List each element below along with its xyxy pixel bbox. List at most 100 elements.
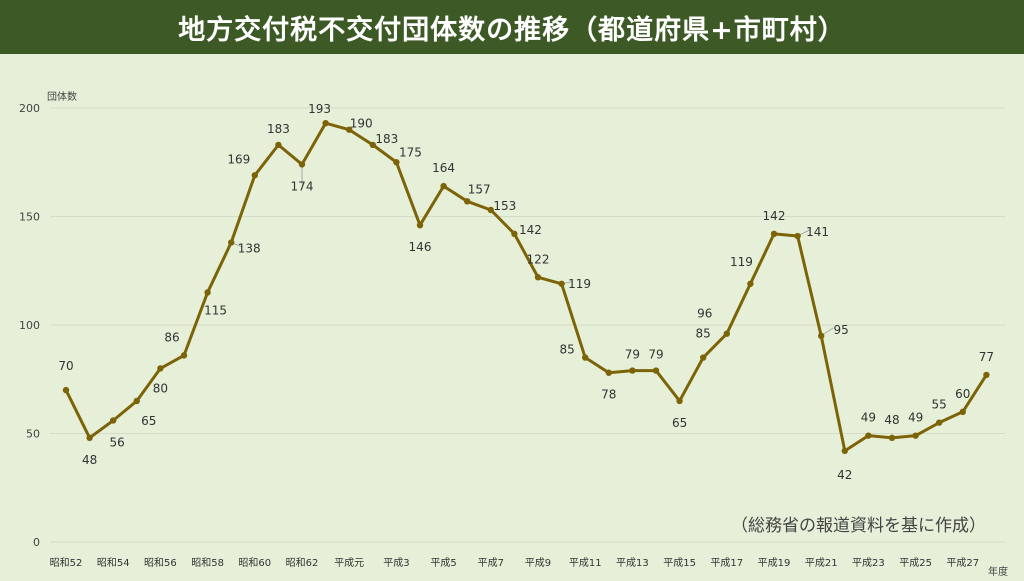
x-tick-label: 平成23	[852, 557, 885, 569]
x-tick-label: 昭和62	[286, 557, 319, 569]
data-point	[700, 354, 707, 361]
data-point	[180, 352, 188, 359]
data-label: 85	[560, 343, 575, 357]
data-point	[888, 434, 896, 442]
data-label: 183	[375, 132, 398, 146]
data-label: 153	[493, 199, 516, 213]
data-point	[983, 371, 990, 379]
data-label: 190	[350, 117, 373, 131]
data-point	[818, 332, 825, 340]
data-point	[369, 141, 376, 149]
data-point	[959, 408, 966, 415]
data-point	[723, 330, 730, 337]
data-label: 174	[291, 179, 314, 193]
x-tick-label: 平成19	[758, 557, 791, 569]
x-tick-label: 平成27	[946, 557, 979, 569]
data-point	[605, 369, 612, 376]
data-point	[770, 230, 778, 238]
data-label: 79	[648, 348, 663, 362]
data-label: 119	[730, 255, 753, 269]
data-label: 79	[625, 348, 640, 362]
x-tick-label: 平成元	[334, 557, 364, 569]
data-label: 193	[308, 102, 331, 116]
y-axis-ticks: 0 50 100 150 200	[19, 102, 40, 549]
data-label: 42	[837, 468, 852, 482]
title-bar: 地方交付税不交付団体数の推移（都道府県+市町村）	[0, 0, 1024, 54]
data-label: 119	[568, 277, 591, 291]
x-tick-label: 昭和58	[191, 557, 224, 569]
x-tick-label: 平成7	[478, 557, 504, 569]
data-label: 142	[763, 209, 786, 223]
data-point	[747, 280, 754, 287]
data-point	[841, 447, 848, 455]
data-label: 70	[58, 359, 73, 373]
data-point	[393, 159, 400, 166]
x-tick-label: 平成11	[569, 557, 602, 569]
data-point	[676, 397, 683, 405]
data-point	[133, 397, 140, 405]
data-label: 60	[955, 387, 970, 401]
data-point	[936, 419, 943, 426]
data-label: 86	[164, 330, 179, 344]
y-tick-label: 100	[19, 319, 40, 332]
data-label: 65	[672, 416, 687, 430]
data-point	[157, 365, 164, 372]
x-axis-ticks: 昭和52 昭和54 昭和56 昭和58 昭和60 昭和62 平成元 平成3 平成5 平成7 平成9 平…	[50, 557, 980, 569]
source-note: （総務省の報道資料を基に作成）	[731, 516, 986, 536]
data-label: 65	[141, 414, 156, 428]
x-tick-label: 昭和52	[50, 557, 83, 569]
grid-lines	[50, 107, 1005, 543]
series-line-group	[64, 121, 988, 453]
x-tick-label: 平成5	[430, 557, 456, 569]
data-label: 183	[267, 122, 290, 136]
data-label: 138	[238, 242, 261, 256]
data-label: 115	[204, 303, 227, 317]
data-label: 164	[432, 161, 455, 175]
data-point	[440, 182, 447, 190]
chart-title: 地方交付税不交付団体数の推移（都道府県+市町村）	[178, 14, 846, 46]
data-point	[794, 232, 801, 240]
line-chart: 0 50 100 150 200 昭和52 昭和54 昭和56 昭和58 昭和60 昭和62 平成元…	[19, 90, 1008, 578]
x-tick-label: 平成3	[383, 557, 409, 569]
data-label: 157	[468, 182, 491, 196]
x-tick-label: 平成21	[805, 557, 838, 569]
data-label: 142	[519, 223, 542, 237]
data-point	[487, 206, 494, 214]
data-point	[582, 354, 589, 361]
data-point	[346, 126, 353, 133]
x-tick-label: 昭和54	[97, 557, 130, 569]
data-points	[62, 119, 990, 455]
data-point	[416, 221, 424, 229]
data-label: 146	[409, 240, 432, 254]
data-label: 77	[979, 350, 994, 364]
x-tick-label: 平成9	[525, 557, 551, 569]
data-point	[464, 198, 471, 205]
x-tick-label: 平成17	[710, 557, 743, 569]
data-label: 48	[884, 413, 899, 427]
x-axis-label: 年度	[988, 565, 1008, 578]
data-label: 49	[861, 411, 876, 425]
data-point	[86, 434, 93, 442]
data-point	[204, 289, 211, 296]
x-tick-label: 平成13	[616, 557, 649, 569]
y-tick-label: 0	[33, 536, 40, 549]
data-point	[228, 239, 235, 246]
data-point	[298, 161, 306, 168]
y-tick-label: 200	[19, 102, 40, 115]
y-axis-label: 団体数	[47, 90, 77, 103]
data-point	[62, 386, 70, 394]
data-label: 48	[82, 453, 97, 467]
data-point	[629, 367, 636, 374]
data-label: 85	[696, 327, 711, 341]
data-point	[275, 141, 282, 149]
data-label: 55	[932, 398, 947, 412]
data-point	[534, 274, 542, 281]
x-tick-label: 平成15	[663, 557, 696, 569]
data-point	[558, 280, 565, 287]
data-point	[511, 230, 518, 238]
data-label: 95	[834, 323, 849, 337]
y-tick-label: 150	[19, 211, 40, 224]
data-point	[865, 432, 872, 439]
y-tick-label: 50	[26, 428, 40, 441]
data-label: 141	[806, 225, 829, 239]
